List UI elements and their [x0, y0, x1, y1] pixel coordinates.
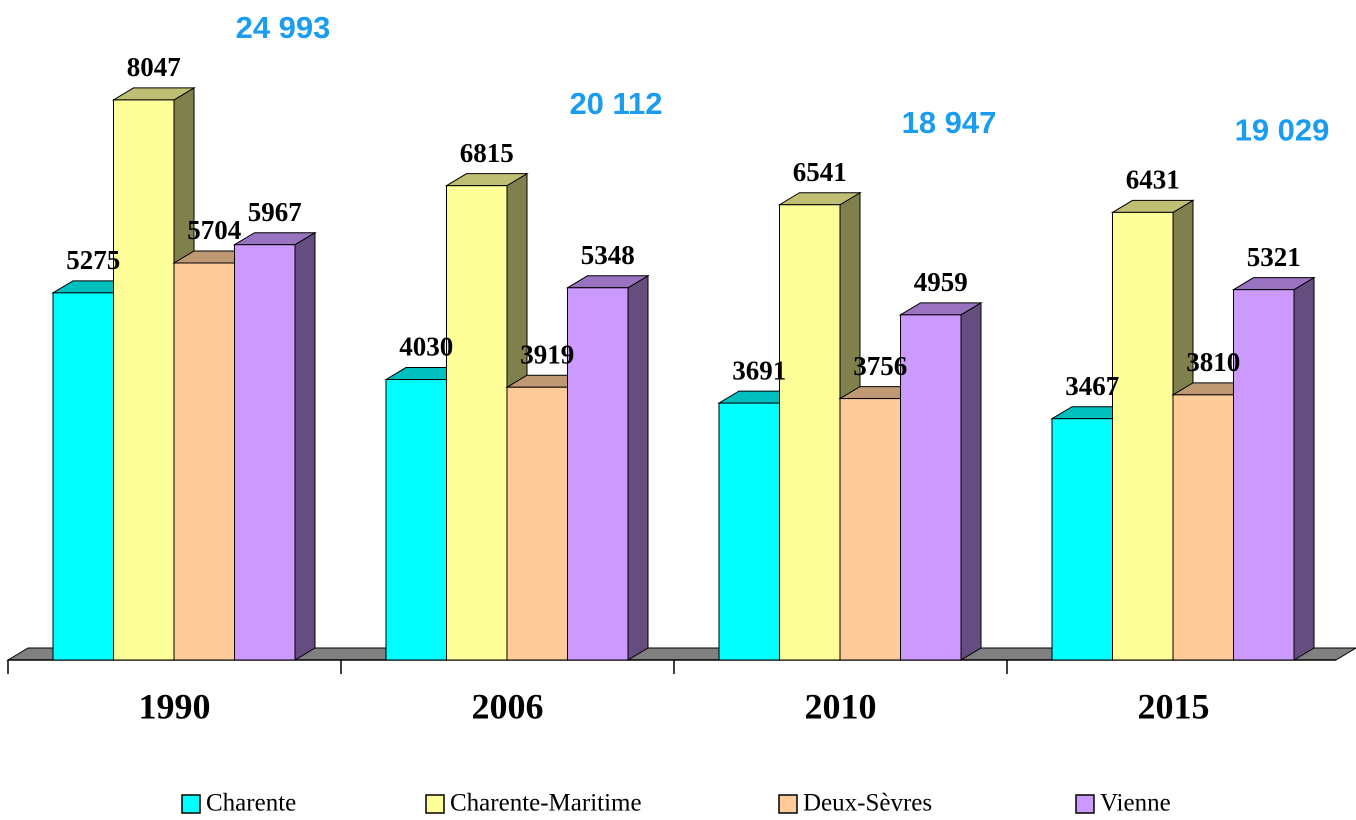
bar — [446, 185, 508, 661]
bar — [385, 379, 447, 661]
value-label: 5348 — [581, 240, 635, 270]
total-label: 24 993 — [236, 10, 331, 45]
value-label: 6815 — [460, 138, 514, 168]
value-label: 3756 — [853, 351, 907, 381]
bar — [113, 99, 175, 661]
legend-swatch — [1075, 794, 1095, 814]
x-tick-label: 2010 — [805, 686, 877, 726]
legend-swatch — [425, 794, 445, 814]
legend-label: Vienne — [1100, 790, 1171, 817]
legend-swatch — [778, 794, 798, 814]
bar — [1051, 418, 1113, 661]
legend-label: Charente-Maritime — [450, 790, 642, 817]
bar — [718, 402, 780, 661]
total-label: 18 947 — [902, 105, 997, 140]
bar — [1112, 211, 1174, 661]
bar-side — [1293, 276, 1315, 661]
value-label: 3810 — [1186, 347, 1240, 377]
legend-label: Deux-Sèvres — [803, 790, 932, 817]
x-tick-label: 1990 — [139, 686, 211, 726]
legend-label: Charente — [206, 790, 296, 817]
bar-side — [960, 301, 982, 661]
bar — [567, 287, 629, 661]
bar — [839, 398, 901, 661]
total-label: 19 029 — [1235, 113, 1330, 148]
bar — [173, 262, 235, 661]
value-label: 6541 — [793, 157, 847, 187]
value-label: 8047 — [127, 52, 181, 82]
value-label: 6431 — [1126, 165, 1180, 195]
bar — [52, 292, 114, 661]
value-label: 3691 — [732, 355, 786, 385]
bar-side — [294, 231, 316, 661]
total-label: 20 112 — [569, 86, 662, 121]
bar — [234, 244, 296, 661]
value-label: 4959 — [914, 267, 968, 297]
value-label: 4030 — [399, 332, 453, 362]
x-tick-label: 2015 — [1138, 686, 1210, 726]
bar — [506, 386, 568, 661]
legend-swatch — [181, 794, 201, 814]
bar — [1233, 289, 1295, 661]
value-label: 5275 — [66, 245, 120, 275]
value-label: 5321 — [1247, 242, 1301, 272]
bar — [900, 314, 962, 661]
value-label: 3919 — [520, 339, 574, 369]
x-tick-label: 2006 — [472, 686, 544, 726]
value-label: 5704 — [187, 215, 241, 245]
bar — [779, 204, 841, 661]
value-label: 3467 — [1065, 371, 1119, 401]
bar-side — [627, 274, 649, 661]
bar — [1172, 394, 1234, 661]
value-label: 5967 — [248, 197, 302, 227]
